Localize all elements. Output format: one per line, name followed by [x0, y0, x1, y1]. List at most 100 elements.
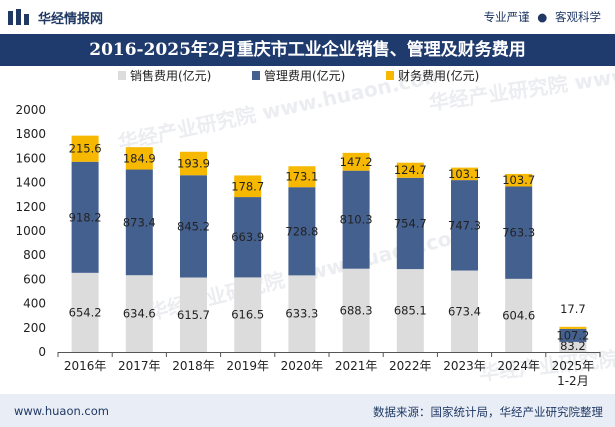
chart-title: 2016-2025年2月重庆市工业企业销售、管理及财务费用: [0, 34, 615, 66]
bar-finance[interactable]: [125, 147, 153, 170]
x-tick-label: 2018年: [172, 359, 215, 373]
x-tick-label: 2017年: [118, 359, 161, 373]
x-tick-label: 2020年: [281, 359, 324, 373]
bar-sales[interactable]: [342, 268, 370, 352]
bar-management[interactable]: [71, 161, 99, 273]
data-label: 147.2: [340, 155, 373, 169]
data-label: 184.9: [123, 151, 156, 165]
data-label: 754.7: [394, 216, 427, 230]
bar-finance[interactable]: [451, 167, 478, 181]
data-label: 107.2: [556, 328, 589, 342]
bar-management[interactable]: [180, 175, 207, 278]
data-label: 103.1: [448, 167, 481, 181]
data-label: 633.3: [285, 307, 318, 321]
bar-sales[interactable]: [288, 275, 316, 352]
bar-management[interactable]: [288, 187, 316, 276]
bar-sales[interactable]: [396, 269, 424, 352]
slogan-right: 客观科学: [555, 10, 601, 24]
x-tick-label: 2023年: [443, 359, 486, 373]
logo-text: 华经情报网: [38, 12, 104, 27]
y-tick-label: 1400: [15, 176, 46, 190]
data-label: 193.9: [177, 157, 210, 171]
bar-finance[interactable]: [342, 152, 370, 171]
bar-sales[interactable]: [180, 277, 207, 352]
x-tick-label: 2022年: [389, 359, 432, 373]
legend-label: 财务费用(亿元): [398, 68, 479, 83]
bar-management[interactable]: [559, 328, 587, 342]
bar-sales[interactable]: [234, 277, 262, 352]
bar-sales[interactable]: [125, 275, 153, 352]
data-label: 103.7: [502, 173, 535, 187]
data-label: 810.3: [340, 213, 373, 227]
bar-management[interactable]: [396, 177, 424, 270]
x-tick-label: 2016年: [64, 359, 107, 373]
bar-finance[interactable]: [396, 162, 424, 178]
y-tick-label: 800: [23, 248, 46, 262]
header-bar: 华经情报网 专业严谨 ● 客观科学: [0, 0, 615, 33]
y-tick-label: 2000: [15, 103, 46, 117]
y-tick-label: 1000: [15, 224, 46, 238]
x-tick-label: 2025年: [552, 359, 595, 373]
bar-finance[interactable]: [234, 175, 262, 198]
bar-finance[interactable]: [559, 326, 587, 329]
bar-finance[interactable]: [505, 173, 533, 187]
x-tick-label: 2019年: [226, 359, 269, 373]
bar-finance[interactable]: [180, 151, 207, 176]
legend-label: 管理费用(亿元): [264, 68, 345, 83]
bar-sales[interactable]: [451, 270, 478, 352]
y-tick-label: 0: [38, 345, 46, 359]
data-label: 178.7: [231, 179, 264, 193]
data-label: 747.3: [448, 218, 481, 232]
slogan-left: 专业严谨: [483, 10, 530, 24]
data-label: 215.6: [69, 142, 102, 156]
data-label: 873.4: [123, 215, 156, 229]
bar-management[interactable]: [451, 180, 478, 271]
legend-swatch: [386, 71, 394, 80]
bar-sales[interactable]: [505, 278, 533, 352]
y-tick-label: 1600: [15, 151, 46, 165]
data-label: 845.2: [177, 219, 210, 233]
legend-swatch: [252, 71, 260, 80]
watermark-text: 华经产业研究院 www.huaon.com: [478, 326, 615, 385]
data-label: 17.7: [560, 302, 586, 316]
y-tick-label: 1200: [15, 200, 46, 214]
legend-swatch: [118, 71, 126, 80]
footer-source: 数据来源：国家统计局，华经产业研究院整理: [373, 405, 603, 419]
legend-label: 销售费用(亿元): [130, 68, 211, 83]
data-label: 616.5: [231, 308, 264, 322]
bar-management[interactable]: [234, 197, 262, 278]
x-tick-label: 2024年: [497, 359, 540, 373]
slogan: 专业严谨 ● 客观科学: [484, 9, 601, 25]
bar-finance[interactable]: [288, 166, 316, 188]
bar-sales[interactable]: [71, 272, 99, 352]
data-label: 634.6: [123, 307, 156, 321]
data-label: 124.7: [394, 163, 427, 177]
data-label: 728.8: [285, 224, 318, 238]
data-label: 688.3: [340, 303, 373, 317]
y-tick-label: 400: [23, 297, 46, 311]
y-tick-label: 200: [23, 321, 46, 335]
data-label: 604.6: [502, 308, 535, 322]
data-label: 83.2: [560, 339, 586, 353]
data-label: 918.2: [69, 210, 102, 224]
x-tick-label: 1-2月: [557, 374, 589, 388]
bar-finance[interactable]: [71, 135, 99, 162]
bar-sales[interactable]: [559, 341, 587, 352]
data-label: 654.2: [69, 305, 102, 319]
y-tick-label: 600: [23, 272, 46, 286]
slogan-separator: ●: [537, 10, 548, 24]
data-label: 615.7: [177, 308, 210, 322]
bar-management[interactable]: [125, 169, 153, 276]
footer-bar: www.huaon.com 数据来源：国家统计局，华经产业研究院整理: [0, 394, 615, 427]
bar-management[interactable]: [505, 186, 533, 279]
x-tick-label: 2021年: [335, 359, 378, 373]
bar-management[interactable]: [342, 170, 370, 269]
data-label: 173.1: [285, 170, 318, 184]
data-label: 663.9: [231, 230, 264, 244]
footer-url[interactable]: www.huaon.com: [14, 404, 109, 418]
data-label: 763.3: [502, 226, 535, 240]
logo-icon: [8, 9, 29, 25]
data-label: 673.4: [448, 304, 481, 318]
